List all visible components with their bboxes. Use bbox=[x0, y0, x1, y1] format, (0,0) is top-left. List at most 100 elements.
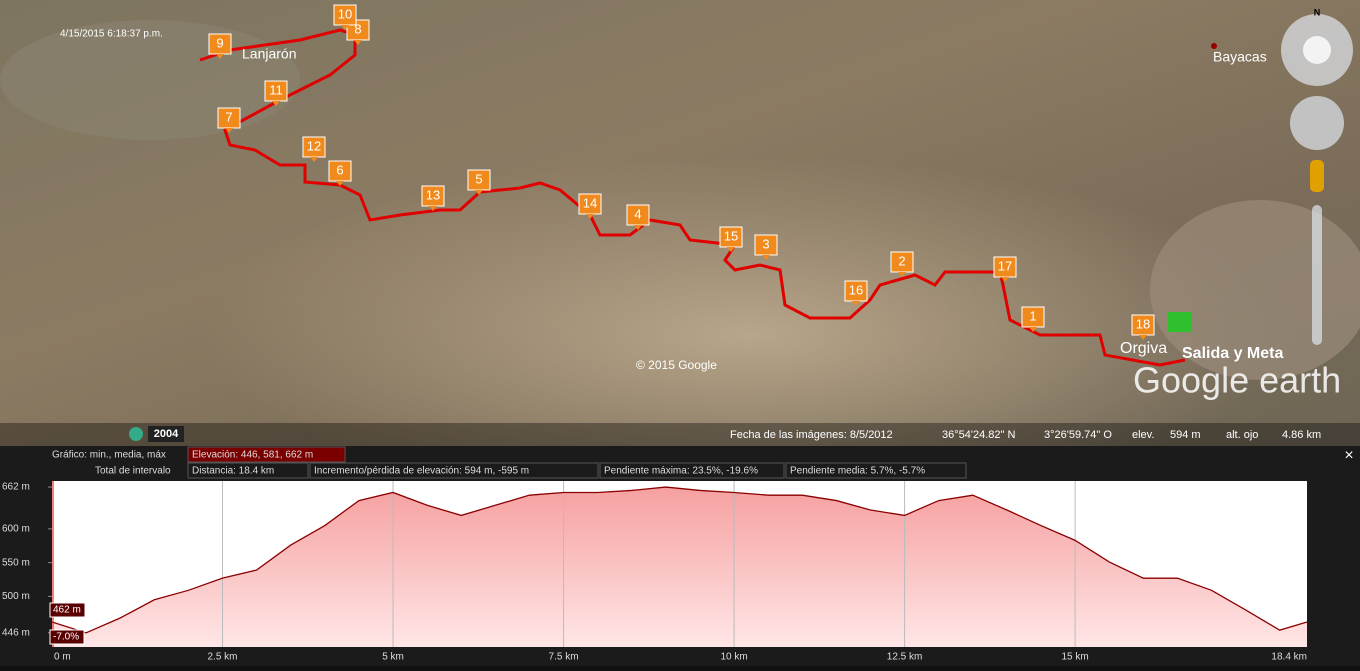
move-control[interactable] bbox=[1290, 96, 1344, 150]
marker-pointer bbox=[762, 255, 770, 260]
marker-label: 4 bbox=[634, 206, 641, 221]
y-tick-label: 600 m bbox=[2, 524, 30, 535]
marker-pointer bbox=[586, 214, 594, 219]
route bbox=[199, 28, 1186, 367]
marker-label: 7 bbox=[225, 109, 232, 124]
elevation-line bbox=[51, 486, 1308, 634]
look-center[interactable] bbox=[1303, 36, 1331, 64]
marker-label: 18 bbox=[1136, 316, 1150, 331]
marker-label: 1 bbox=[1029, 308, 1036, 323]
marker-pointer bbox=[1139, 335, 1147, 340]
y-tick-label: 550 m bbox=[2, 557, 30, 568]
marker-pointer bbox=[272, 101, 280, 106]
finish-flag bbox=[1168, 312, 1192, 332]
x-tick-label: 12.5 km bbox=[887, 652, 923, 663]
eye-label: alt. ojo bbox=[1226, 429, 1258, 441]
place-label: Bayacas bbox=[1213, 49, 1267, 65]
marker-label: 6 bbox=[336, 162, 343, 177]
status-bg bbox=[0, 423, 1360, 446]
y-tick-label: 446 m bbox=[2, 627, 30, 638]
imagery-date: Fecha de las imágenes: 8/5/2012 bbox=[730, 429, 893, 441]
marker-pointer bbox=[475, 190, 483, 195]
x-tick-label: 15 km bbox=[1061, 652, 1088, 663]
marker-pointer bbox=[216, 54, 224, 59]
x-tick-label: 0 m bbox=[54, 652, 71, 663]
stat-box bbox=[599, 462, 785, 479]
marker-pointer bbox=[898, 272, 906, 277]
eye: 4.86 km bbox=[1282, 429, 1321, 441]
marker-label: 11 bbox=[269, 82, 283, 97]
logo: Google earth bbox=[1133, 360, 1341, 401]
marker-pointer bbox=[634, 225, 642, 230]
place-dot bbox=[1211, 43, 1217, 49]
stat-box bbox=[785, 462, 967, 479]
cursor-slope-box bbox=[49, 629, 85, 645]
x-tick-label: 7.5 km bbox=[549, 652, 579, 663]
marker-pointer bbox=[336, 181, 344, 186]
marker-label: 9 bbox=[216, 35, 223, 50]
longitude: 3°26'59.74" O bbox=[1044, 429, 1112, 441]
close-button[interactable]: × bbox=[1344, 447, 1353, 464]
cursor-slope: -7.0% bbox=[53, 632, 79, 643]
timestamp: 4/15/2015 6:18:37 p.m. bbox=[60, 29, 163, 40]
avg-slope-stat: Pendiente media: 5.7%, -5.7% bbox=[790, 466, 925, 477]
copyright: © 2015 Google bbox=[636, 358, 717, 372]
x-tick-label: 2.5 km bbox=[208, 652, 238, 663]
marker-label: 2 bbox=[898, 253, 905, 268]
elev-label: elev. bbox=[1132, 429, 1154, 441]
street-view[interactable] bbox=[1310, 160, 1324, 192]
marker-pointer bbox=[341, 25, 349, 30]
marker-pointer bbox=[310, 157, 318, 162]
marker-label: 13 bbox=[426, 187, 440, 202]
compass-n: N bbox=[1314, 7, 1321, 17]
marker-pointer bbox=[429, 206, 437, 211]
elevation-stat: Elevación: 446, 581, 662 m bbox=[192, 450, 313, 461]
marker-label: 3 bbox=[762, 236, 769, 251]
marker-label: 16 bbox=[849, 282, 863, 297]
nav-controls[interactable]: N bbox=[1281, 7, 1353, 345]
y-tick-label: 500 m bbox=[2, 591, 30, 602]
map[interactable]: 4/15/2015 6:18:37 p.m. Lanjarón Bayacas … bbox=[0, 0, 1360, 446]
elevation-area bbox=[52, 487, 1307, 647]
place-label: Salida y Meta bbox=[1182, 345, 1283, 362]
year: 2004 bbox=[154, 428, 179, 440]
gain-stat: Incremento/pérdida de elevación: 594 m, … bbox=[314, 466, 529, 477]
marker-label: 15 bbox=[724, 228, 738, 243]
marker-pointer bbox=[225, 128, 233, 133]
x-tick-label: 18.4 km bbox=[1271, 652, 1307, 663]
stat-box bbox=[309, 462, 599, 479]
marker-pointer bbox=[727, 247, 735, 252]
marker-label: 17 bbox=[998, 258, 1012, 273]
zoom-slider[interactable] bbox=[1312, 205, 1322, 345]
town-area bbox=[1150, 200, 1360, 380]
marker-pointer bbox=[852, 301, 860, 306]
distance-stat: Distancia: 18.4 km bbox=[192, 466, 274, 477]
status-bar: 2004 Fecha de las imágenes: 8/5/2012 36°… bbox=[0, 423, 1360, 446]
elev: 594 m bbox=[1170, 429, 1201, 441]
graph-label: Gráfico: min., media, máx bbox=[52, 450, 166, 461]
marker-label: 10 bbox=[338, 6, 352, 21]
marker-pointer bbox=[1029, 327, 1037, 332]
place-label: Lanjarón bbox=[242, 46, 297, 62]
elevation-chart: 0 m 2.5 km 5 km 7.5 km 10 km 12.5 km 15 km 18.4… bbox=[2, 481, 1308, 663]
history-icon[interactable] bbox=[129, 427, 143, 441]
marker-label: 5 bbox=[475, 171, 482, 186]
y-tick-label: 662 m bbox=[2, 482, 30, 493]
marker-pointer bbox=[1001, 277, 1009, 282]
stat-box bbox=[187, 462, 309, 479]
marker-pointer bbox=[354, 40, 362, 45]
x-tick-label: 5 km bbox=[382, 652, 404, 663]
latitude: 36°54'24.82" N bbox=[942, 429, 1015, 441]
marker-label: 8 bbox=[354, 21, 361, 36]
max-slope-stat: Pendiente máxima: 23.5%, -19.6% bbox=[604, 466, 758, 477]
place-label: Orgiva bbox=[1120, 340, 1167, 357]
cursor-elevation: 462 m bbox=[53, 605, 81, 616]
year-box bbox=[148, 426, 184, 442]
range-label: Total de intervalo bbox=[95, 466, 171, 477]
marker-label: 12 bbox=[307, 138, 321, 153]
elevation-box[interactable] bbox=[187, 446, 346, 463]
x-tick-label: 10 km bbox=[720, 652, 747, 663]
